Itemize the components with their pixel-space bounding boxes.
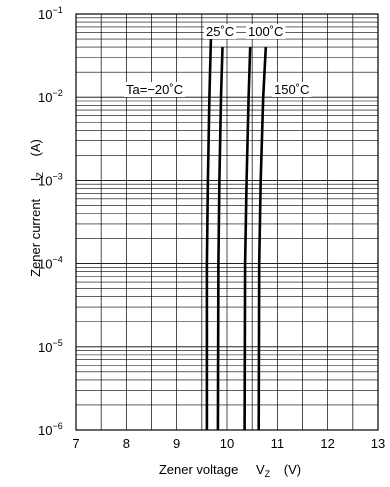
series-curve xyxy=(216,47,224,431)
y-tick-label: 10−3 xyxy=(38,171,63,188)
y-tick-label: 10−4 xyxy=(38,255,63,272)
plot-frame xyxy=(75,13,379,431)
x-tick-label: 12 xyxy=(320,436,334,451)
annotation-label: Ta=−20˚C xyxy=(126,82,183,97)
x-tick-label: 7 xyxy=(72,436,79,451)
annotations: 25˚C 100˚C Ta=−20˚C 150˚C xyxy=(124,24,312,97)
x-tick-label: 11 xyxy=(271,436,285,451)
y-tick-label: 10−5 xyxy=(38,338,63,355)
y-tick-label: 10−1 xyxy=(38,5,63,22)
x-tick-label: 13 xyxy=(371,436,385,451)
series-curve xyxy=(243,47,252,431)
y-tick-labels: 10−6 10−5 10−4 10−3 10−2 10−1 xyxy=(38,5,63,438)
x-axis-label: Zener voltage VZ (V) xyxy=(159,462,301,480)
annotation-bg xyxy=(272,82,312,97)
y-tick-label: 10−6 xyxy=(38,421,63,438)
series-curve xyxy=(257,47,268,431)
x-tick-label: 10 xyxy=(220,436,234,451)
x-tick-labels: 7 8 9 10 11 12 13 xyxy=(72,436,385,451)
y-tick-label: 10−2 xyxy=(38,88,63,105)
y-axis-label: Zener current IZ (A) xyxy=(28,139,46,277)
annotation-bg xyxy=(246,24,286,39)
x-tick-label: 8 xyxy=(123,436,130,451)
annotation-bg xyxy=(204,24,237,39)
grid xyxy=(75,14,379,431)
annotation-label: 150˚C xyxy=(274,82,309,97)
curves xyxy=(205,38,268,431)
annotation-bg xyxy=(124,82,186,97)
annotation-label: 25˚C xyxy=(206,24,234,39)
annotation-label: 100˚C xyxy=(248,24,283,39)
x-tick-label: 9 xyxy=(173,436,180,451)
series-curve xyxy=(205,38,213,430)
